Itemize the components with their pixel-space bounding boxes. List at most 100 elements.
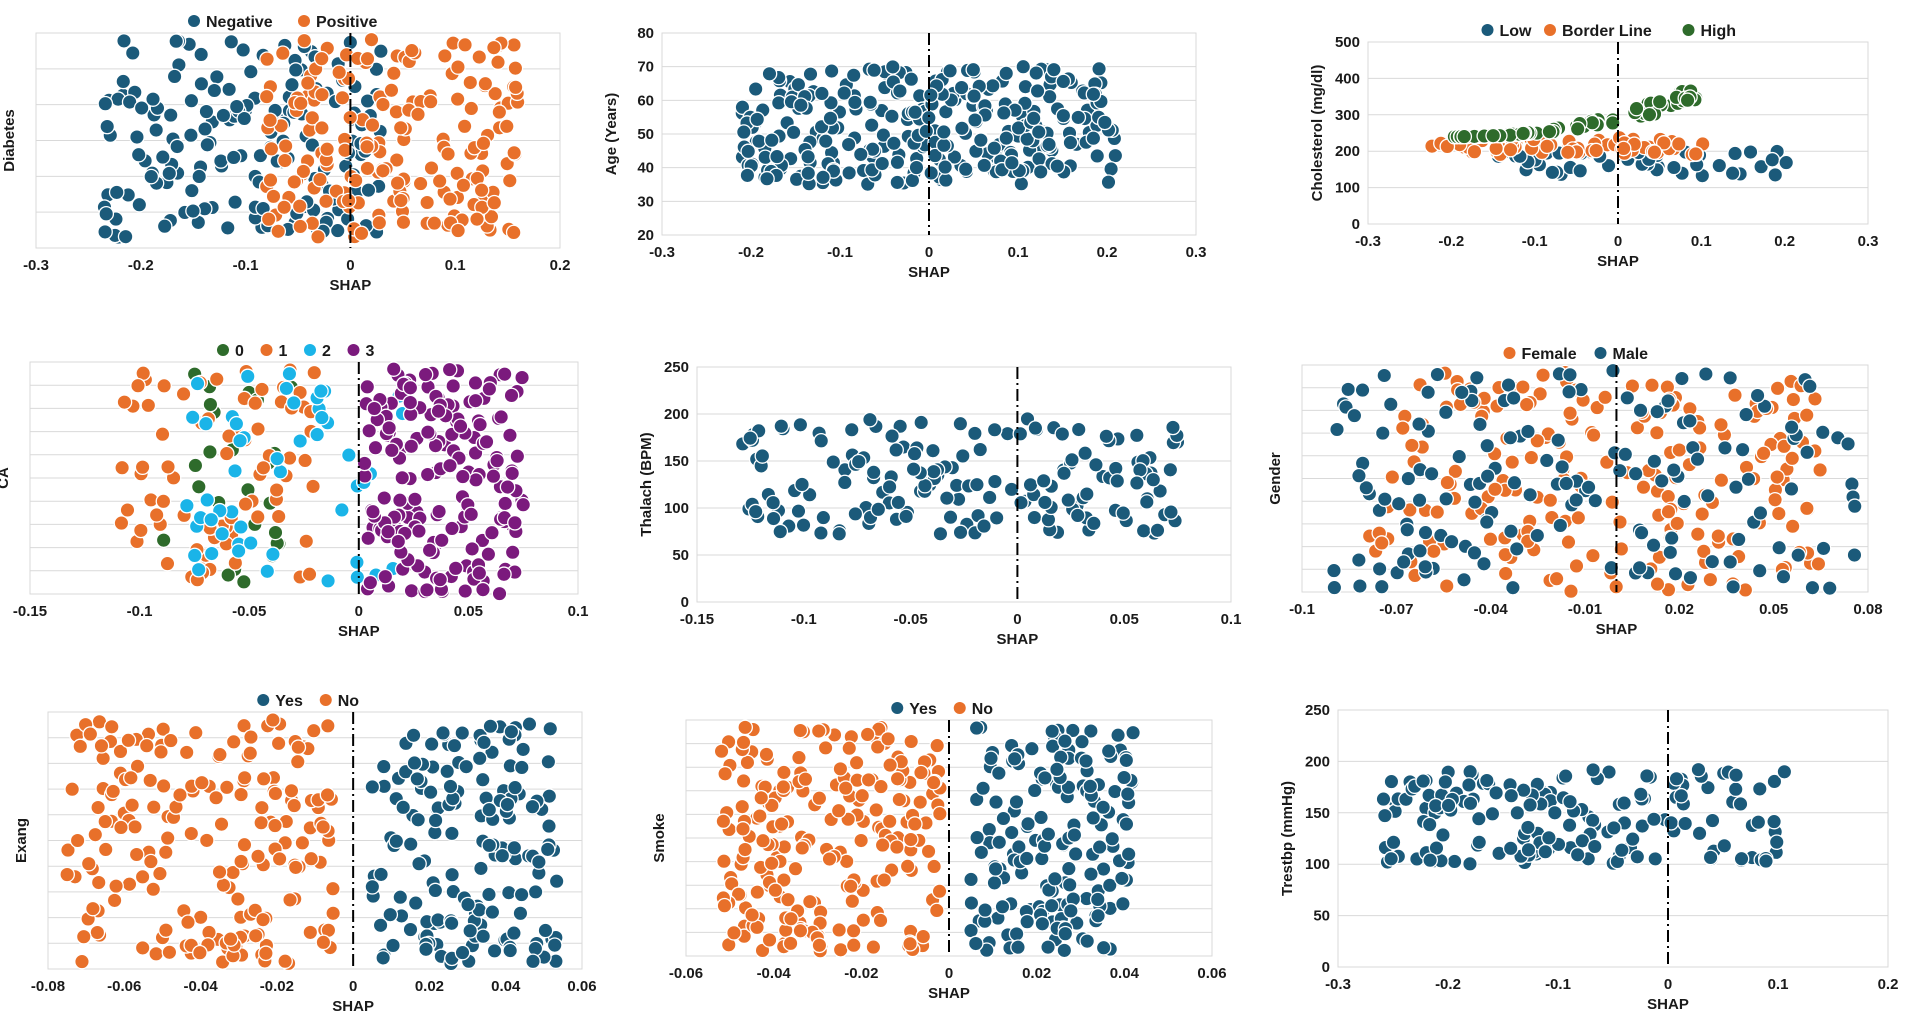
x-tick-label: 0 (945, 965, 953, 982)
data-point (1561, 384, 1577, 400)
data-point (965, 61, 982, 78)
y-tick-label: 20 (637, 227, 654, 244)
data-point (1383, 773, 1400, 790)
data-point (59, 866, 75, 883)
legend-label: 3 (366, 343, 375, 360)
y-axis-label: Thalach (BPM) (638, 432, 655, 536)
data-point (385, 937, 401, 954)
data-point (1417, 558, 1434, 575)
x-tick-label: 0.04 (1110, 965, 1140, 982)
data-point (939, 490, 955, 507)
data-point (124, 797, 140, 814)
data-point (1060, 779, 1077, 796)
data-point (169, 138, 186, 155)
data-point (1091, 839, 1108, 855)
data-point (484, 904, 501, 920)
x-tick-label: -0.15 (13, 603, 47, 620)
data-point (1529, 527, 1546, 544)
data-point (1437, 404, 1454, 421)
data-point (198, 415, 214, 432)
data-point (1646, 811, 1662, 828)
data-point (315, 819, 331, 835)
data-point (836, 85, 853, 101)
data-point (785, 124, 802, 141)
data-point (1462, 763, 1478, 780)
data-point (1631, 559, 1648, 576)
data-point (739, 167, 756, 184)
data-point (1670, 136, 1687, 152)
data-point (1162, 461, 1179, 478)
data-point (1679, 92, 1696, 109)
data-point (440, 146, 456, 162)
data-point (180, 914, 196, 931)
data-point (1722, 370, 1739, 386)
data-point (427, 882, 444, 899)
data-point (1070, 109, 1087, 126)
data-point (223, 33, 240, 50)
data-point (407, 895, 424, 911)
data-point (854, 787, 871, 804)
data-point (1352, 578, 1368, 594)
data-point (1520, 819, 1536, 836)
data-point (1798, 407, 1815, 424)
data-point (1673, 787, 1690, 804)
x-tick-label: -0.04 (757, 965, 792, 982)
data-point (737, 841, 753, 858)
data-point (1037, 770, 1053, 786)
data-point (749, 884, 766, 900)
data-point (821, 851, 838, 867)
y-axis-label: Trestbp (mmHg) (1279, 781, 1296, 896)
x-tick-label: 0.2 (1878, 976, 1899, 993)
data-point (481, 801, 498, 818)
data-point (1006, 750, 1023, 767)
data-point (287, 859, 304, 876)
data-point (1453, 384, 1470, 401)
data-point (1423, 465, 1440, 482)
data-point (302, 924, 319, 941)
data-point (1585, 547, 1601, 564)
data-point (325, 905, 341, 922)
y-tick-label: 100 (1335, 180, 1360, 197)
data-point (304, 109, 321, 126)
data-point (1611, 462, 1628, 479)
data-point (1713, 416, 1729, 433)
data-point (269, 450, 286, 467)
data-point (512, 905, 529, 922)
data-point (1695, 543, 1712, 560)
data-point (986, 875, 1003, 891)
data-point (1120, 846, 1137, 863)
data-point (1152, 483, 1168, 499)
data-point (89, 924, 106, 941)
data-point (1568, 492, 1585, 508)
data-point (1088, 456, 1104, 473)
legend-label: Yes (275, 693, 303, 710)
data-point (987, 861, 1004, 877)
data-point (159, 830, 176, 846)
data-point (372, 917, 389, 934)
data-point (375, 758, 392, 775)
data-point (254, 799, 270, 816)
data-point (737, 719, 753, 736)
series-border-line (1424, 129, 1711, 163)
data-point (359, 160, 376, 177)
data-point (1732, 796, 1749, 812)
legend: Low Border Line High (1481, 23, 1736, 40)
data-point (292, 95, 309, 112)
data-point (286, 797, 303, 814)
y-tick-label: 80 (637, 25, 654, 42)
data-point (976, 518, 992, 534)
data-point (876, 872, 893, 888)
data-point (1815, 540, 1832, 557)
data-point (1724, 165, 1741, 182)
data-point (482, 718, 499, 735)
data-point (905, 461, 922, 478)
data-point (899, 858, 916, 875)
data-point (103, 718, 120, 735)
data-point (1589, 399, 1606, 416)
data-point (862, 411, 878, 428)
data-point (1354, 382, 1371, 398)
data-point (792, 922, 809, 939)
data-point (870, 501, 887, 518)
data-point (1568, 558, 1585, 574)
data-point (1560, 534, 1577, 550)
